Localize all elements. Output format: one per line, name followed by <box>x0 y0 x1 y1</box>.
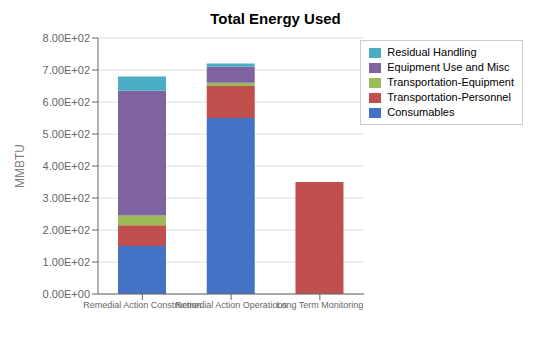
html-text:Total Energy Used: Total Energy Used <box>210 10 341 27</box>
html-text:Residual Handling: Residual Handling <box>387 46 477 58</box>
svg-text:8.00E+02: 8.00E+02 <box>43 32 90 44</box>
svg-text:6.00E+02: 6.00E+02 <box>43 96 90 108</box>
html-text:Transportation-Personnel: Transportation-Personnel <box>387 91 511 103</box>
svg-text:Long Term Monitoring: Long Term Monitoring <box>276 300 363 310</box>
html-text:Equipment Use and Misc: Equipment Use and Misc <box>387 61 510 73</box>
svg-text:Remedial Action Construction: Remedial Action Construction <box>83 300 202 311</box>
svg-text:MMBTU: MMBTU <box>13 144 27 188</box>
svg-text:4.00E+02: 4.00E+02 <box>43 160 90 172</box>
svg-text:0.00E+00: 0.00E+00 <box>43 288 90 300</box>
html-text:Transportation-Equipment: Transportation-Equipment <box>387 76 514 88</box>
svg-text:1.00E+02: 1.00E+02 <box>43 256 90 268</box>
svg-text:7.00E+02: 7.00E+02 <box>43 64 90 76</box>
svg-text:2.00E+02: 2.00E+02 <box>43 224 90 236</box>
svg-text:5.00E+02: 5.00E+02 <box>43 128 90 140</box>
svg-text:Remedial Action Operations: Remedial Action Operations <box>175 300 287 310</box>
svg-text:3.00E+02: 3.00E+02 <box>43 192 90 204</box>
html-text:Consumables: Consumables <box>387 106 455 118</box>
